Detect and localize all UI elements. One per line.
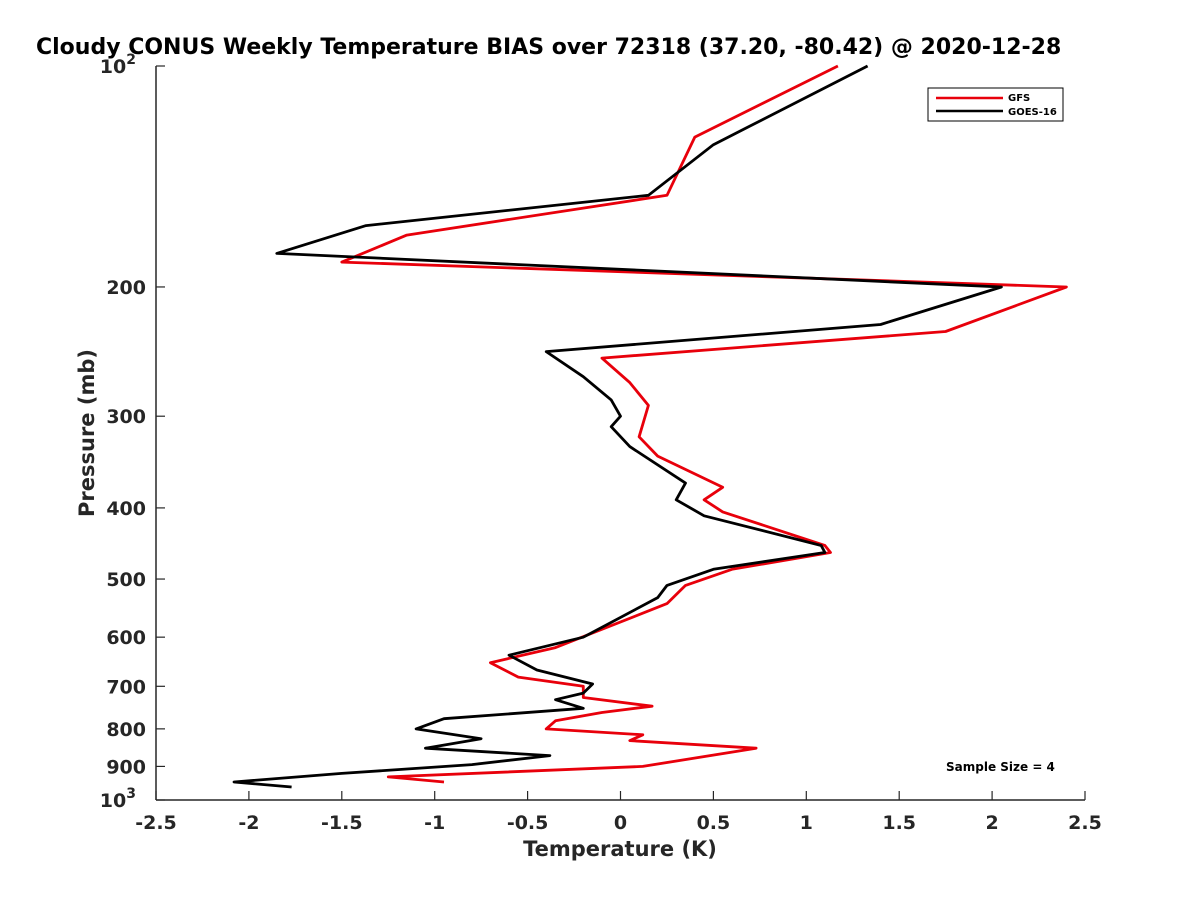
y-tick-label: 700 xyxy=(106,676,146,698)
legend-box xyxy=(927,87,1064,122)
y-tick-label: 400 xyxy=(106,498,146,520)
legend-label-goes16: GOES-16 xyxy=(1008,107,1057,118)
series-line-goes-16 xyxy=(232,64,1003,789)
y-tick-label: 300 xyxy=(106,406,146,428)
x-tick-label: 0 xyxy=(614,812,627,834)
y-tick-label: 600 xyxy=(106,627,146,649)
x-tick-label: 1 xyxy=(800,812,813,834)
x-tick-label: 0.5 xyxy=(697,812,731,834)
legend: GFS GOES-16 xyxy=(927,87,1064,122)
x-tick-label: -1 xyxy=(424,812,445,834)
x-tick-label: 1.5 xyxy=(882,812,916,834)
x-tick-label: -1.5 xyxy=(321,812,363,834)
y-tick-label: 500 xyxy=(106,569,146,591)
series-layer xyxy=(232,64,1068,789)
y-tick-label: 800 xyxy=(106,719,146,741)
x-axis-ticks: -2.5 -2 -1.5 -1 -0.5 0 0.5 1 1.5 2 2.5 xyxy=(135,791,1102,834)
y-tick-label: 103 xyxy=(100,786,136,812)
y-tick-label: 900 xyxy=(106,756,146,778)
y-tick-label: 200 xyxy=(106,277,146,299)
x-tick-label: -2.5 xyxy=(135,812,177,834)
x-tick-label: -0.5 xyxy=(507,812,549,834)
x-tick-label: 2 xyxy=(985,812,998,834)
sample-size-annotation: Sample Size = 4 xyxy=(946,760,1055,774)
y-axis-ticks: 102 200 300 400 500 600 700 800 900 103 xyxy=(100,52,165,812)
series-line-gfs xyxy=(340,64,1068,784)
y-tick-label: 102 xyxy=(100,52,136,78)
legend-label-gfs: GFS xyxy=(1008,93,1030,104)
y-axis-label: Pressure (mb) xyxy=(75,349,99,517)
x-tick-label: -2 xyxy=(238,812,259,834)
x-axis-label: Temperature (K) xyxy=(523,837,717,861)
x-tick-label: 2.5 xyxy=(1068,812,1102,834)
chart-title: Cloudy CONUS Weekly Temperature BIAS ove… xyxy=(36,35,1061,60)
